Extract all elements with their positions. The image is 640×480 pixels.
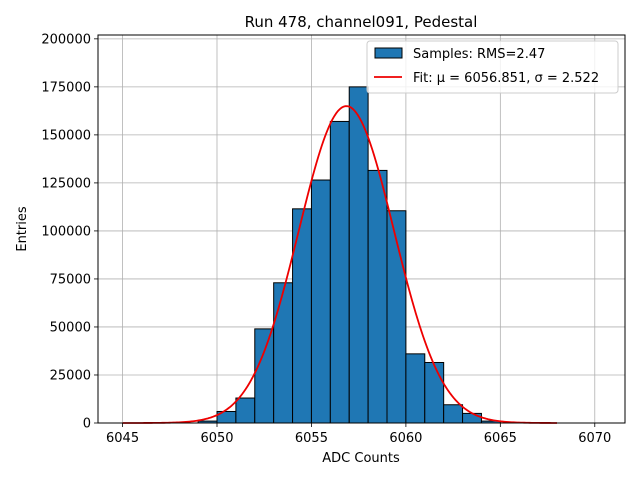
legend-box bbox=[366, 40, 619, 94]
histogram-bar bbox=[405, 353, 426, 424]
legend-label-samples: Samples: RMS=2.47 bbox=[413, 47, 545, 62]
y-tick-label: 0 bbox=[83, 417, 91, 432]
plot-frame bbox=[97, 34, 626, 424]
y-axis-label: Entries bbox=[15, 206, 30, 252]
legend-swatch-samples bbox=[374, 47, 403, 59]
x-tick-label: 6070 bbox=[578, 431, 611, 446]
x-axis-label: ADC Counts bbox=[322, 451, 400, 466]
histogram-bar bbox=[254, 328, 275, 424]
fit-curve bbox=[122, 105, 557, 424]
x-tick-label: 6055 bbox=[295, 431, 328, 446]
histogram-bar bbox=[273, 282, 294, 424]
x-axis-ticks: 6045 6050 6055 6060 6065 6070 bbox=[106, 423, 611, 446]
x-tick-label: 6045 bbox=[106, 431, 139, 446]
x-tick-label: 6060 bbox=[389, 431, 422, 446]
histogram-bar bbox=[462, 412, 482, 424]
y-tick-label: 25000 bbox=[50, 368, 91, 383]
y-tick-label: 125000 bbox=[41, 176, 91, 191]
y-axis-ticks: 0 25000 50000 75000 100000 125000 150000 175000… bbox=[41, 32, 98, 432]
x-tick-label: 6050 bbox=[200, 431, 233, 446]
legend: Samples: RMS=2.47 Fit: μ = 6056.851, σ =… bbox=[366, 40, 619, 94]
histogram-bar bbox=[443, 404, 464, 424]
y-tick-label: 50000 bbox=[50, 320, 91, 335]
chart-title: Run 478, channel091, Pedestal bbox=[245, 13, 478, 31]
y-tick-label: 175000 bbox=[41, 80, 91, 95]
histogram-bar bbox=[348, 86, 369, 424]
histogram-bar bbox=[310, 179, 331, 424]
y-tick-label: 75000 bbox=[50, 272, 91, 287]
histogram-bar bbox=[424, 361, 445, 424]
y-tick-label: 100000 bbox=[41, 224, 91, 239]
histogram-bar bbox=[235, 397, 256, 424]
y-tick-label: 200000 bbox=[41, 32, 91, 47]
legend-label-fit: Fit: μ = 6056.851, σ = 2.522 bbox=[413, 71, 599, 86]
histogram-bar bbox=[367, 169, 388, 424]
x-tick-label: 6065 bbox=[484, 431, 517, 446]
histogram-bars bbox=[197, 86, 501, 424]
histogram-bar bbox=[329, 120, 350, 424]
y-tick-label: 150000 bbox=[41, 128, 91, 143]
